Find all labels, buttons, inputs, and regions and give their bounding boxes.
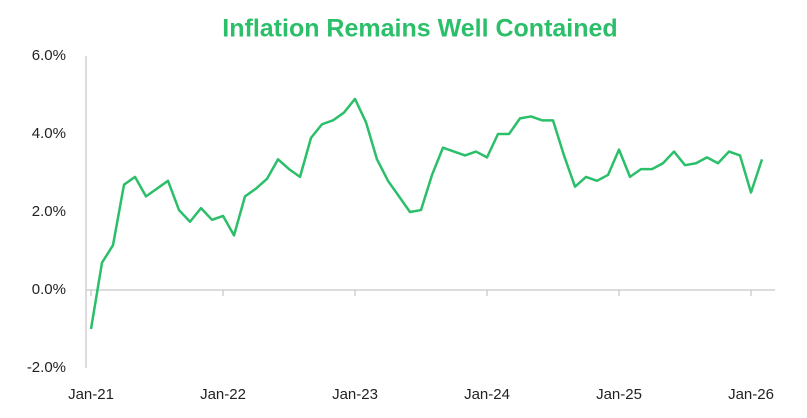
- chart-title: Inflation Remains Well Contained: [222, 15, 617, 43]
- y-tick-label: 0.0%: [32, 281, 66, 298]
- y-tick-label: 2.0%: [32, 203, 66, 220]
- line: [89, 97, 764, 330]
- x-tick-label: Jan-26: [728, 386, 774, 403]
- y-tick-label: -2.0%: [27, 359, 66, 376]
- x-tick-label: Jan-25: [596, 386, 642, 403]
- x-tick-label: Jan-21: [68, 386, 114, 403]
- x-tick-label: Jan-24: [464, 386, 510, 403]
- y-tick-label: 6.0%: [32, 47, 66, 64]
- x-tick-label: Jan-22: [200, 386, 246, 403]
- y-tick-label: 4.0%: [32, 125, 66, 142]
- x-tick-label: Jan-23: [332, 386, 378, 403]
